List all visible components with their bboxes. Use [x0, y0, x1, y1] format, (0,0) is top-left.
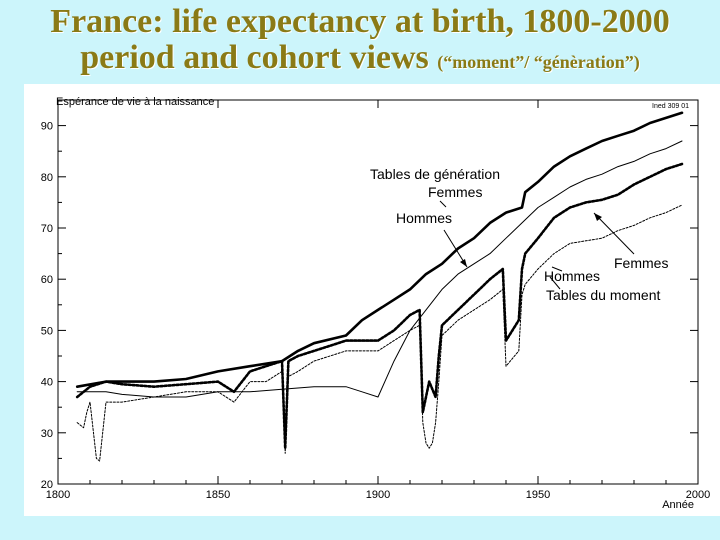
- slide-title-line1: France: life expectancy at birth, 1800-2…: [50, 3, 670, 40]
- series-line-0: [75, 111, 684, 389]
- annotation-arrow-tables-du-moment: [549, 276, 561, 290]
- annotation-femmes-generation: Femmes: [428, 184, 482, 200]
- slide-title-line2-small: (“moment”/ “génèration”): [437, 52, 640, 72]
- y-tick-label-30: 30: [41, 428, 53, 440]
- slide-title: France: life expectancy at birth, 1800-2…: [0, 4, 720, 80]
- annotations-layer: Tables de génération Femmes Hommes Femme…: [370, 166, 668, 303]
- y-tick-label-70: 70: [41, 223, 53, 235]
- annotation-arrow-femmes-moment: [593, 212, 635, 255]
- life-expectancy-chart: Espérance de vie à la naissance Ined 309…: [41, 96, 710, 511]
- y-tick-label-50: 50: [41, 325, 53, 337]
- x-tick-label-1900: 1900: [366, 489, 390, 501]
- x-tick-label-1850: 1850: [206, 489, 230, 501]
- annotation-tables-de-generation: Tables de génération: [370, 166, 500, 182]
- chart-source-note: Ined 309 01: [652, 103, 689, 110]
- y-tick-label-60: 60: [41, 274, 53, 286]
- series-layer: [75, 111, 684, 462]
- series-line-3: [76, 204, 683, 462]
- x-tick-label-2000: 2000: [686, 489, 710, 501]
- annotation-tables-du-moment: Tables du moment: [546, 287, 661, 303]
- y-tick-label-40: 40: [41, 377, 53, 389]
- footer-bar: [0, 516, 720, 540]
- annotation-arrowhead-femmes-moment: [594, 213, 602, 221]
- x-axis-label: Année: [662, 499, 694, 511]
- series-line-2: [75, 162, 684, 450]
- annotation-femmes-moment: Femmes: [614, 255, 668, 271]
- slide-title-line2-main: period and cohort views: [80, 39, 438, 76]
- axis-ticks: 20 30 40 50 60 70 80 90 1800 1850 1900 1950 2000: [41, 100, 710, 501]
- x-tick-label-1950: 1950: [526, 489, 550, 501]
- slide-title-line2: period and cohort views (“moment”/ “génè…: [0, 40, 720, 80]
- annotation-arrow-femmes-generation: [439, 200, 447, 208]
- y-tick-label-20: 20: [41, 479, 53, 491]
- y-tick-label-90: 90: [41, 121, 53, 133]
- annotation-arrow-hommes-moment: [551, 266, 563, 272]
- annotation-hommes-generation: Hommes: [396, 210, 452, 226]
- chart-panel: Espérance de vie à la naissance Ined 309…: [24, 84, 720, 516]
- x-tick-label-1800: 1800: [46, 489, 70, 501]
- y-tick-label-80: 80: [41, 172, 53, 184]
- annotation-arrowhead-hommes-generation: [460, 259, 467, 267]
- annotation-hommes-moment: Hommes: [544, 268, 600, 284]
- chart-title: Espérance de vie à la naissance: [56, 96, 214, 108]
